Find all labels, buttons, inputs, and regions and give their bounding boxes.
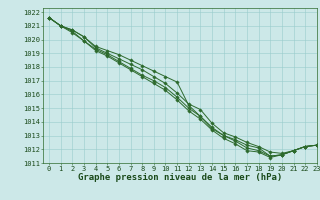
X-axis label: Graphe pression niveau de la mer (hPa): Graphe pression niveau de la mer (hPa) bbox=[78, 173, 282, 182]
